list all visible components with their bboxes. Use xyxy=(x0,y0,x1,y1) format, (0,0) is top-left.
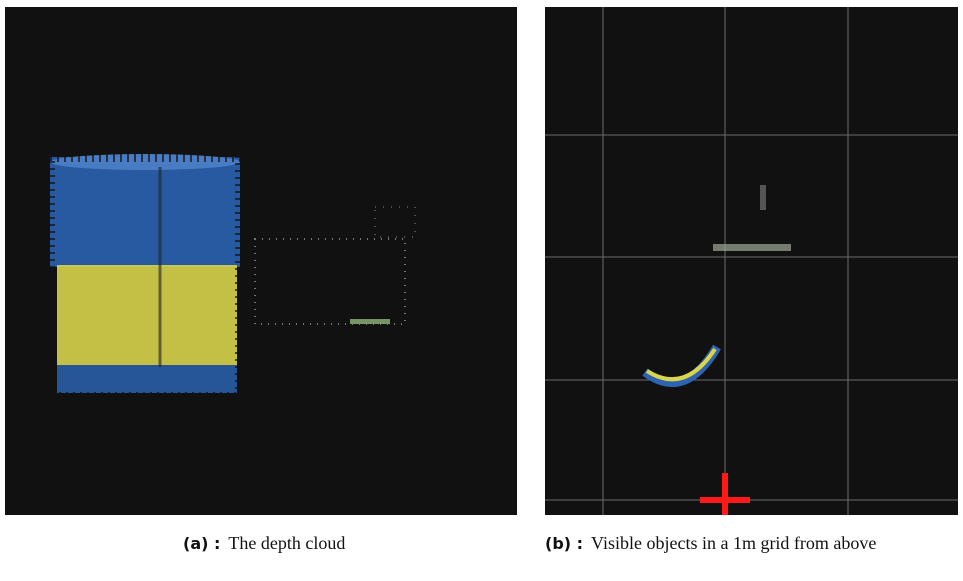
barrel xyxy=(45,152,245,402)
grid-view-image xyxy=(545,7,958,515)
caption-a: (a) : The depth cloud xyxy=(183,530,345,557)
object-points xyxy=(760,185,766,210)
depth-cloud-image xyxy=(5,7,517,515)
caption-label: (b) : xyxy=(545,534,584,553)
grid xyxy=(545,7,958,515)
sparse-points xyxy=(254,206,416,325)
barrel-points xyxy=(645,347,717,382)
object-points xyxy=(713,244,791,251)
caption-b: (b) : Visible objects in a 1m grid from a… xyxy=(545,530,955,557)
origin-marker xyxy=(700,473,750,515)
caption-text: The depth cloud xyxy=(228,533,346,553)
caption-label: (a) : xyxy=(183,534,221,553)
caption-text: Visible objects in a 1m grid from above xyxy=(591,533,877,553)
